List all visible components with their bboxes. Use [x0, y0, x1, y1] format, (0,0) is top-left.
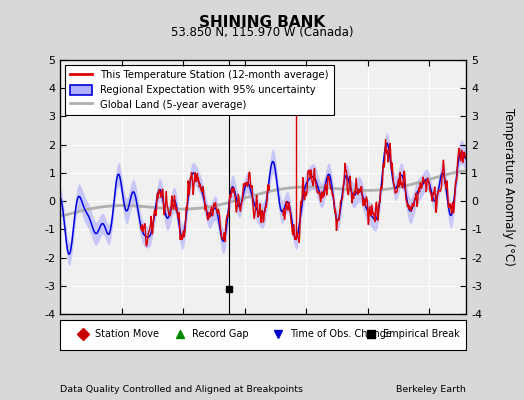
Text: 53.850 N, 115.970 W (Canada): 53.850 N, 115.970 W (Canada): [171, 26, 353, 39]
Text: SHINING BANK: SHINING BANK: [199, 15, 325, 30]
Legend: This Temperature Station (12-month average), Regional Expectation with 95% uncer: This Temperature Station (12-month avera…: [66, 65, 334, 114]
Text: Time of Obs. Change: Time of Obs. Change: [290, 330, 391, 339]
Text: Record Gap: Record Gap: [192, 330, 249, 339]
Y-axis label: Temperature Anomaly (°C): Temperature Anomaly (°C): [502, 108, 515, 266]
Text: Empirical Break: Empirical Break: [383, 330, 460, 339]
Text: Data Quality Controlled and Aligned at Breakpoints: Data Quality Controlled and Aligned at B…: [60, 385, 303, 394]
Text: Station Move: Station Move: [95, 330, 159, 339]
Text: Berkeley Earth: Berkeley Earth: [397, 385, 466, 394]
